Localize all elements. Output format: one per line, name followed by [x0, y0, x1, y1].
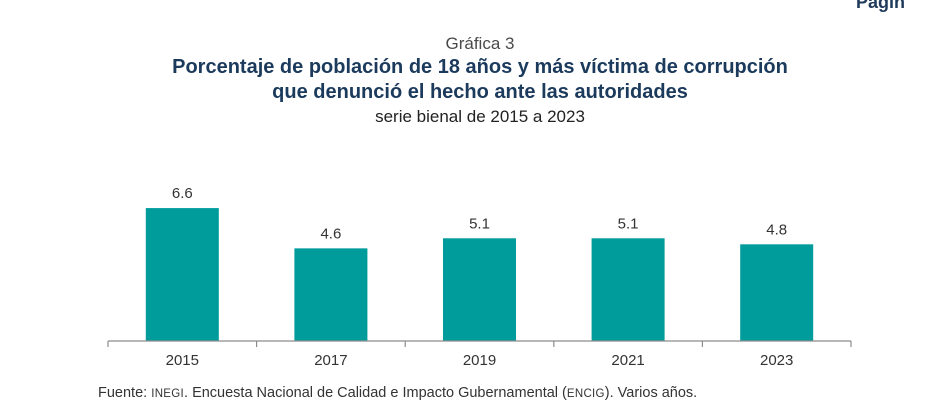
bar-chart: 6.6 2015 4.6 2017 5.1 2019 5.1 2021 4.8 2023	[107, 185, 852, 369]
bar-2017	[294, 248, 368, 341]
chart-header: Gráfica 3 Porcentaje de población de 18 …	[0, 33, 927, 128]
data-label-2023: 4.8	[766, 221, 787, 238]
chart-label: Gráfica 3	[445, 34, 515, 53]
data-label-2021: 5.1	[618, 215, 639, 232]
bar-2023	[740, 244, 814, 341]
bar-2021	[591, 238, 665, 341]
source-suffix: ). Varios años.	[604, 385, 698, 401]
data-label-2015: 6.6	[172, 185, 193, 202]
bar-2019	[443, 238, 516, 341]
x-tick-label-2017: 2017	[314, 352, 347, 369]
source-org: INEGI	[151, 388, 185, 400]
chart-title-line-1: Porcentaje de población de 18 años y más…	[172, 56, 788, 78]
bar-2015	[145, 208, 219, 341]
source-note: Fuente: INEGI. Encuesta Nacional de Cali…	[98, 385, 697, 401]
x-tick-label-2019: 2019	[463, 352, 496, 369]
source-prefix: Fuente:	[98, 385, 152, 401]
chart-subtitle: serie bienal de 2015 a 2023	[375, 107, 585, 126]
x-tick-label-2021: 2021	[611, 352, 644, 369]
x-tick-label-2023: 2023	[760, 352, 793, 369]
data-label-2017: 4.6	[320, 225, 341, 242]
page-number-fragment: Pagin	[856, 0, 906, 12]
source-abbr: ENCIG	[566, 388, 605, 400]
data-label-2019: 5.1	[469, 215, 490, 232]
source-middle: . Encuesta Nacional de Calidad e Impacto…	[184, 385, 567, 401]
x-tick-label-2015: 2015	[166, 352, 199, 369]
chart-title-line-2: que denunció el hecho ante las autoridad…	[272, 81, 688, 103]
